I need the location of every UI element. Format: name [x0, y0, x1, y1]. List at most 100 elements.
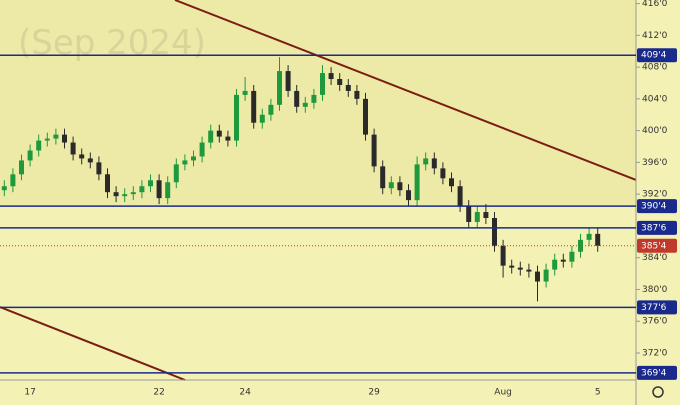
candle-body [62, 134, 67, 143]
candle-body [53, 134, 59, 139]
y-tick-label: 412'0 [642, 31, 668, 41]
candle-body [552, 259, 558, 270]
level-tag [637, 300, 677, 315]
candle-body [517, 267, 523, 270]
y-tick-label: 384'0 [642, 253, 668, 263]
candle-body [225, 136, 231, 141]
y-tick-label: 400'0 [642, 126, 668, 136]
candle-body [277, 71, 282, 105]
level-label: 387'6 [641, 223, 667, 233]
level-tag [637, 199, 677, 214]
x-tick-label: 5 [595, 388, 601, 398]
candle-body [586, 233, 592, 240]
level-label: 377'6 [641, 303, 667, 313]
candle-body [569, 251, 575, 262]
candle-body [509, 265, 515, 268]
candle-body [500, 245, 506, 266]
candle-body [199, 142, 205, 157]
candle-body [380, 166, 386, 189]
candle-body [294, 90, 300, 107]
candle-body [19, 160, 24, 175]
candle-body [44, 138, 50, 141]
settings-gear[interactable] [652, 386, 664, 398]
candle-body [492, 217, 497, 246]
candle-body [105, 174, 110, 193]
candle-body [182, 160, 188, 165]
candle-body [457, 186, 463, 207]
level-tag [637, 365, 677, 380]
x-tick-label: 17 [24, 388, 35, 398]
candle-body [87, 158, 93, 163]
last-price-tag [637, 238, 677, 253]
y-tick-label: 376'0 [642, 317, 668, 327]
candle-body [259, 114, 265, 123]
candle-body [156, 180, 162, 199]
candle-body [165, 182, 171, 199]
candle-body [79, 154, 85, 159]
candle-body [70, 142, 76, 155]
y-tick-label: 392'0 [642, 190, 668, 200]
candle-body [96, 162, 102, 175]
candle-body [371, 134, 377, 167]
x-tick-label: Aug [494, 388, 512, 398]
candle-body [268, 104, 274, 115]
candle-body [234, 94, 239, 141]
candle-body [440, 168, 446, 179]
candle-body [285, 71, 291, 91]
candle-body [191, 156, 196, 161]
trend-line [0, 306, 186, 381]
candle-body [311, 94, 317, 103]
candle-body [466, 206, 472, 222]
y-tick-label: 372'0 [642, 348, 668, 358]
x-tick-label: 22 [153, 388, 164, 398]
candle-body [526, 269, 532, 272]
candle-body [242, 90, 248, 95]
candle-body [216, 130, 222, 137]
candle-body [345, 84, 351, 91]
trend-line [174, 0, 637, 181]
candle-body [423, 158, 429, 165]
x-tick-label: 24 [239, 388, 251, 398]
last-price-label: 385'4 [641, 241, 667, 251]
shaded-zone [0, 0, 636, 207]
candle-body [148, 180, 153, 187]
candle-body [535, 271, 540, 282]
candle-body [449, 178, 454, 187]
candle-body [560, 259, 566, 262]
y-tick-label: 404'0 [642, 94, 668, 104]
candle-body [397, 182, 403, 191]
y-tick-label: 380'0 [642, 285, 668, 295]
candle-body [388, 182, 394, 189]
candle-body [10, 174, 16, 187]
candle-body [1, 186, 7, 191]
level-label: 409'4 [641, 51, 667, 61]
y-tick-label: 408'0 [642, 63, 668, 73]
candle-body [251, 90, 257, 123]
candle-body [483, 212, 489, 218]
candle-body [337, 79, 343, 85]
watermark: (Sep 2024) [18, 23, 206, 63]
level-label: 369'4 [641, 368, 667, 378]
candle-body [363, 98, 368, 135]
level-tag [637, 48, 677, 63]
candle-body [578, 239, 583, 252]
candle-body [543, 269, 549, 282]
candle-body [27, 150, 33, 161]
level-tag [637, 220, 677, 235]
settings-icon[interactable] [652, 386, 664, 398]
candle-body [302, 102, 308, 107]
y-tick-label: 416'0 [642, 0, 668, 9]
candle-body [354, 90, 360, 99]
candle-body [122, 194, 128, 197]
candle-body [431, 158, 437, 169]
candle-body [173, 164, 179, 183]
x-tick-label: 29 [368, 388, 380, 398]
candle-body [113, 192, 119, 197]
candle-body [130, 192, 136, 195]
candle-body [320, 73, 325, 95]
candle-body [328, 73, 334, 80]
y-tick-label: 396'0 [642, 158, 668, 168]
candle-body [595, 233, 601, 246]
level-label: 390'4 [641, 202, 667, 212]
